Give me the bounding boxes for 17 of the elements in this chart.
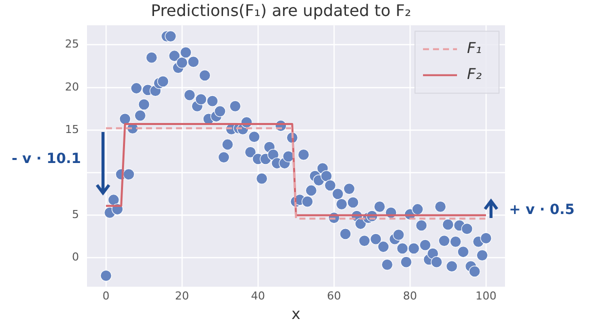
x-axis-title: x bbox=[292, 304, 301, 323]
x-tick-label: 100 bbox=[476, 289, 496, 302]
y-tick-label: 15 bbox=[64, 122, 79, 136]
x-tick-label: 0 bbox=[102, 289, 110, 302]
legend-label: F₁ bbox=[467, 39, 482, 58]
y-tick-label: 0 bbox=[72, 250, 79, 264]
y-tick-label: 5 bbox=[72, 208, 79, 222]
x-tick-label: 60 bbox=[327, 289, 341, 302]
x-tick-label: 20 bbox=[175, 289, 189, 302]
y-tick-label: 25 bbox=[64, 38, 79, 51]
legend-label: F₂ bbox=[467, 65, 482, 84]
chart-title: Predictions(F₁) are updated to F₂ bbox=[150, 0, 412, 20]
text: + v · 0.5 bbox=[509, 202, 575, 218]
y-tick-label: 20 bbox=[64, 80, 79, 94]
x-tick-label: 80 bbox=[403, 289, 417, 302]
text: - v · 10.1 bbox=[12, 150, 81, 167]
x-tick-label: 40 bbox=[251, 289, 265, 302]
